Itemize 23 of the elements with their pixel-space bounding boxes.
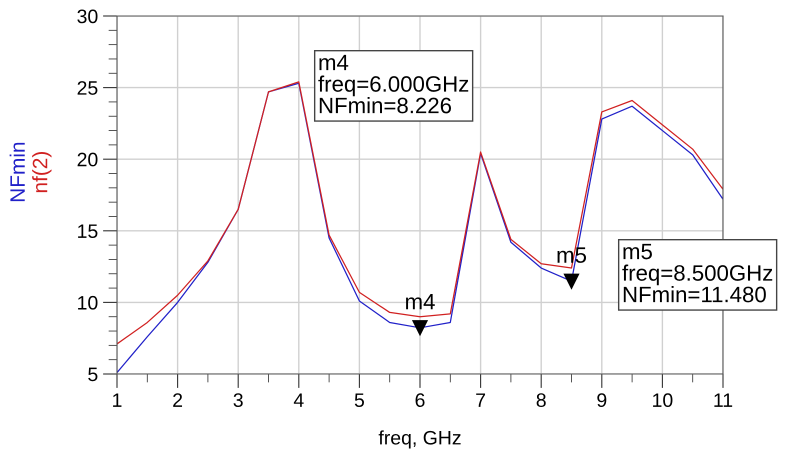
x-tick-label: 10 [653,393,672,408]
y-tick-label: 25 [78,81,98,95]
x-tick-label: 8 [536,393,546,408]
x-tick-label: 4 [294,393,304,407]
y-tick-label: 5 [88,368,98,382]
x-tick-label: 1 [113,393,122,407]
text: NFmin [10,142,25,202]
x-tick-label: 3 [234,393,243,408]
x-tick-label: 6 [416,393,425,408]
y-tick-label: 10 [78,296,98,310]
annotation: m5 freq=8.500GHz NFmin=11.480 [622,244,772,302]
text: nf(2) [32,152,52,192]
y-tick-label: 15 [78,224,98,238]
x-axis-title: freq, GHz [378,430,461,448]
y-tick-label: 30 [77,9,98,24]
x-tick-label: 9 [597,393,606,408]
annotation: m4 [406,294,435,310]
x-tick-label: 2 [173,393,182,407]
x-tick-label: 7 [476,393,486,407]
annotation: m4 freq=6.000GHz NFmin=8.226 [318,54,468,114]
x-tick-label: 5 [354,393,364,408]
y-tick-label: 20 [78,152,98,166]
x-tick-label: 11 [714,393,732,407]
